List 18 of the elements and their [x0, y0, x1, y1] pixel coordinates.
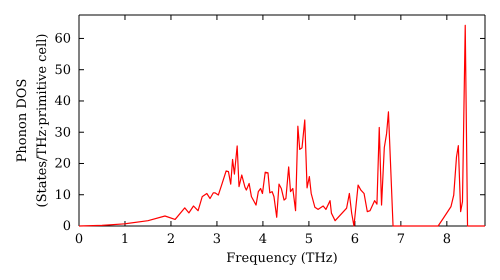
x-tick-label: 5: [304, 232, 314, 248]
y-tick-label: 50: [54, 62, 71, 78]
y-axis-title: Phonon DOS (States/THz·primitive cell): [15, 33, 50, 208]
x-tick-label: 3: [212, 232, 222, 248]
x-tick-label: 1: [120, 232, 130, 248]
x-tick-label: 2: [166, 232, 176, 248]
x-tick-label: 0: [74, 232, 84, 248]
y-tick-label: 30: [54, 125, 71, 140]
y-tick-label: 20: [54, 156, 71, 172]
x-tick-label: 6: [350, 232, 360, 248]
y-tick-label: 40: [54, 94, 71, 110]
y-tick-label: 10: [54, 188, 71, 203]
x-tick-label: 8: [442, 232, 451, 248]
x-tick-label: 4: [258, 232, 268, 248]
x-axis-title: Frequency (THz): [226, 251, 338, 266]
y-tick-label: 60: [54, 32, 71, 47]
x-tick-label: 7: [396, 232, 405, 248]
y-tick-label: 0: [62, 219, 71, 234]
